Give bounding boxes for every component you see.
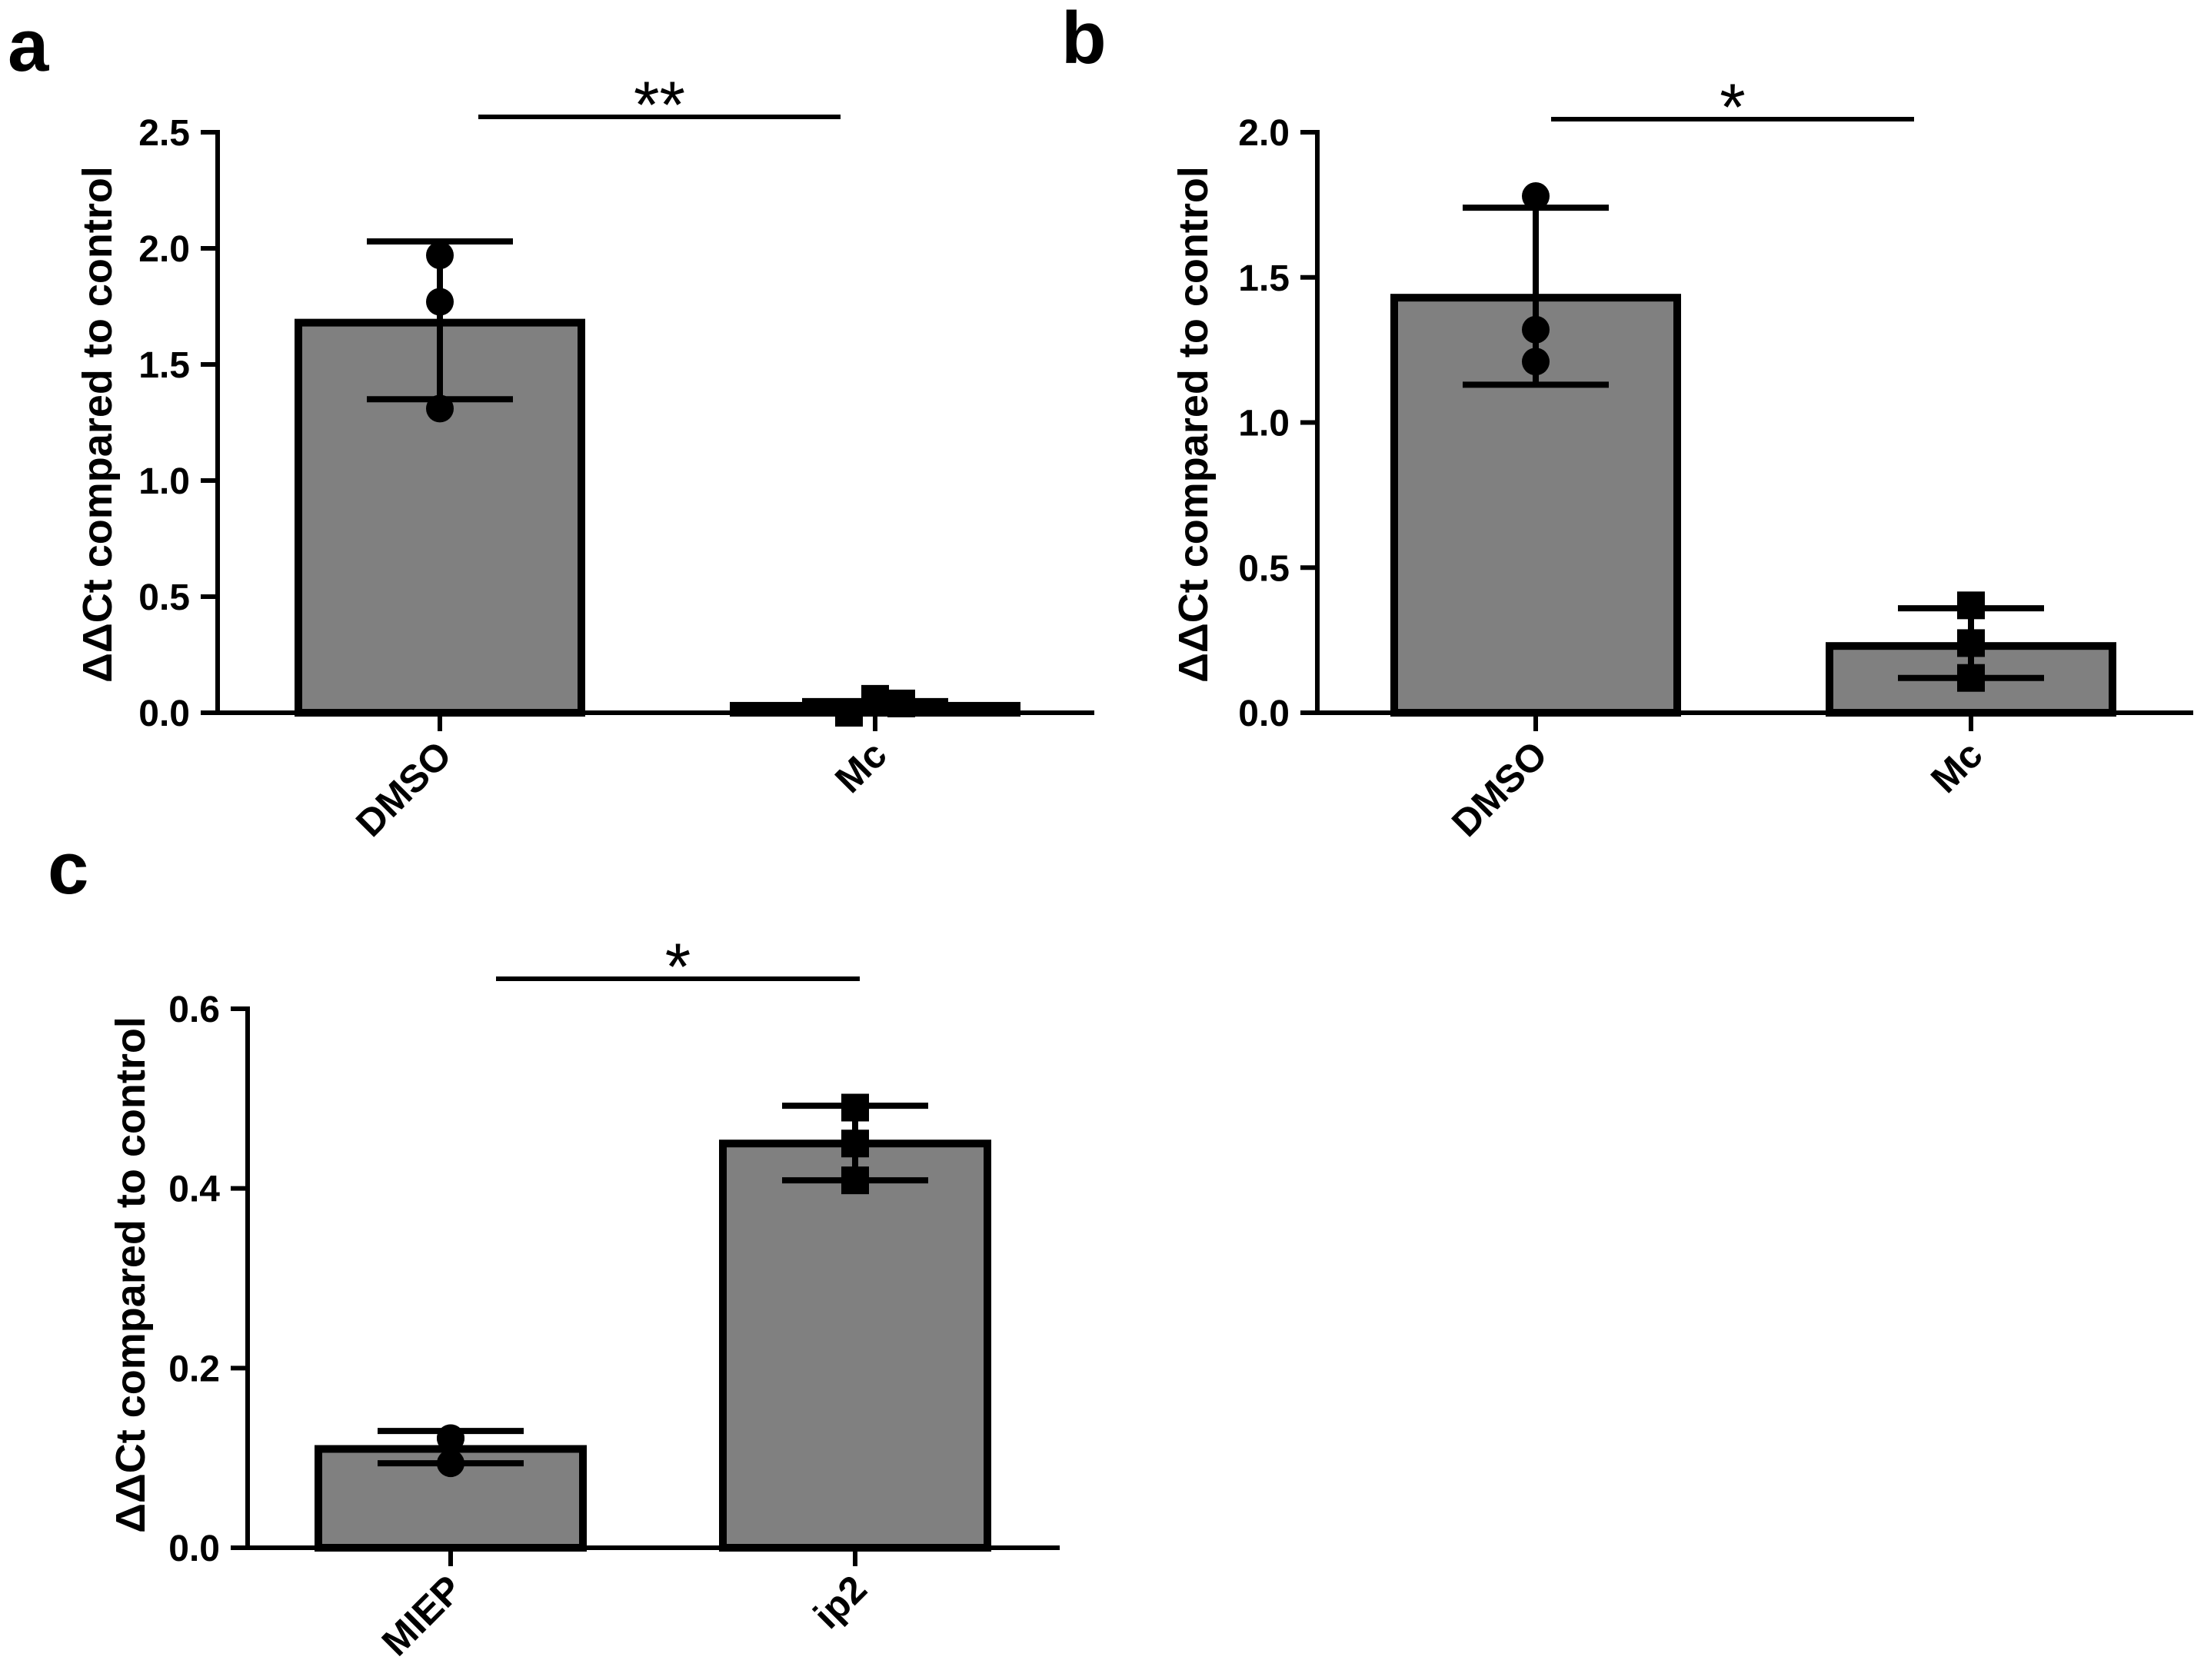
y-tick-label-a-1: 0.5	[138, 577, 190, 618]
data-point-a-0-2	[426, 394, 454, 423]
y-tick-label-b-1: 0.5	[1238, 548, 1290, 589]
data-point-b-1-0	[1957, 591, 1985, 620]
y-tick-label-a-2: 1.0	[138, 461, 190, 502]
y-tick-label-b-0: 0.0	[1238, 694, 1290, 734]
panel-letter-a: a	[8, 5, 49, 87]
data-point-c-0-2	[437, 1424, 464, 1452]
data-point-b-0-2	[1522, 348, 1550, 376]
y-tick-label-a-0: 0.0	[138, 694, 190, 734]
data-point-b-0-1	[1522, 315, 1550, 344]
y-tick-label-b-2: 1.0	[1238, 404, 1290, 444]
y-tick-label-c-0: 0.0	[168, 1529, 220, 1569]
y-axis-label-a: ΔΔCt compared to control	[75, 166, 121, 683]
data-point-c-1-2	[841, 1166, 869, 1195]
significance-label-a: **	[634, 68, 685, 142]
y-tick-label-a-5: 2.5	[138, 113, 190, 154]
y-axis-label-b: ΔΔCt compared to control	[1170, 166, 1217, 683]
data-point-a-0-0	[426, 241, 454, 270]
data-point-a-1-2	[887, 689, 915, 717]
significance-label-b: *	[1720, 71, 1745, 145]
data-point-a-0-1	[426, 288, 454, 316]
data-point-c-1-0	[841, 1093, 869, 1122]
y-tick-label-a-3: 1.5	[138, 345, 190, 386]
y-tick-label-c-2: 0.4	[168, 1169, 220, 1210]
y-axis-label-c: ΔΔCt compared to control	[108, 1016, 154, 1533]
data-point-b-1-2	[1957, 664, 1985, 692]
panel-a: a ΔΔCt compared to control 0.0 0.5 1.0 1.5 2…	[8, 5, 1094, 845]
data-point-a-1-1	[861, 684, 889, 713]
y-tick-label-b-3: 1.5	[1238, 258, 1290, 299]
data-point-b-0-0	[1522, 182, 1550, 211]
bar-c-1	[719, 1139, 991, 1552]
panel-letter-b: b	[1061, 0, 1107, 79]
y-tick-label-b-4: 2.0	[1238, 113, 1290, 154]
data-point-a-1-0	[835, 699, 863, 727]
panel-b: b ΔΔCt compared to control 0.0 0.5 1.0 1.5 2…	[1061, 0, 2193, 845]
data-point-c-1-1	[841, 1129, 869, 1158]
significance-label-c: *	[665, 930, 691, 1004]
data-point-b-1-1	[1957, 629, 1985, 657]
panel-letter-c: c	[48, 827, 88, 910]
y-tick-label-a-4: 2.0	[138, 229, 190, 270]
y-tick-label-c-1: 0.2	[168, 1349, 220, 1389]
data-point-c-0-1	[437, 1449, 464, 1478]
y-tick-label-c-3: 0.6	[168, 990, 220, 1030]
